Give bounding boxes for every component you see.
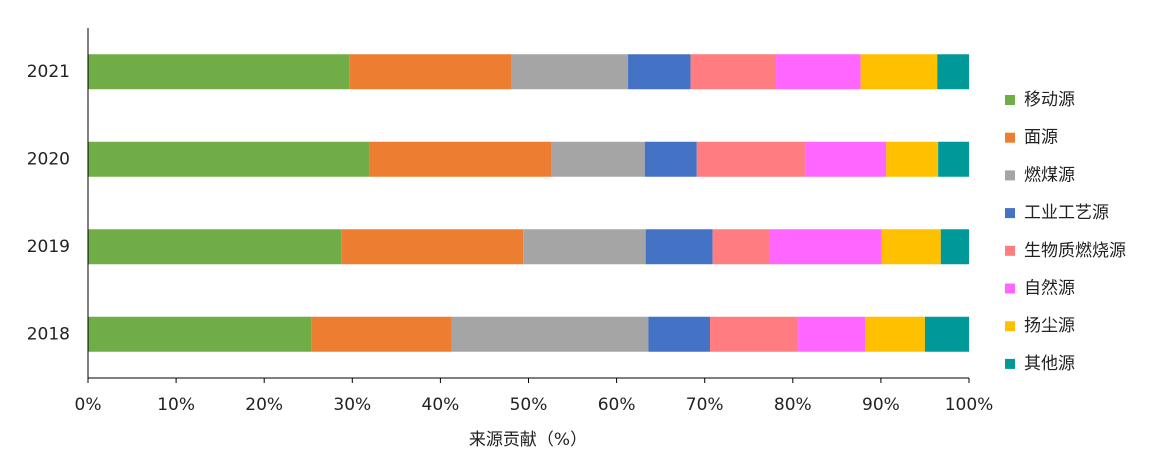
legend-label: 生物质燃烧源 [1024, 241, 1126, 261]
bar-segment [88, 141, 370, 177]
y-tick-label: 2019 [27, 237, 70, 257]
bar-segment [776, 54, 861, 90]
bar-segment [769, 229, 882, 265]
legend-swatch [1005, 132, 1015, 143]
bar-segment [881, 229, 941, 265]
x-tick-label: 90% [862, 395, 900, 415]
bar-segment [937, 54, 969, 90]
y-tick-label: 2020 [27, 149, 70, 169]
bar-segment [644, 141, 697, 177]
legend-swatch [1005, 170, 1015, 181]
bar-segment [311, 316, 452, 352]
legend-label: 面源 [1024, 128, 1058, 148]
bar-segment [349, 54, 512, 90]
legend-label: 自然源 [1024, 279, 1075, 299]
bar-segment [805, 141, 887, 177]
legend-label: 工业工艺源 [1024, 203, 1109, 223]
bar-segment [690, 54, 777, 90]
x-axis-label: 来源贡献（%） [469, 430, 587, 450]
legend-swatch [1005, 245, 1015, 256]
x-tick-label: 50% [510, 395, 548, 415]
bar-segment [940, 229, 969, 265]
bar-segment [798, 316, 866, 352]
legend-swatch [1005, 208, 1015, 219]
y-tick-label: 2018 [27, 324, 70, 344]
x-tick-label: 100% [945, 395, 994, 415]
bar-segment [88, 316, 312, 352]
bar-segment [88, 229, 342, 265]
legend-label: 移动源 [1024, 90, 1075, 110]
bar-segment [709, 316, 799, 352]
bar-segment [369, 141, 552, 177]
bar-segment [551, 141, 645, 177]
x-tick-label: 30% [333, 395, 371, 415]
legend-label: 扬尘源 [1024, 316, 1075, 336]
x-tick-label: 80% [774, 395, 812, 415]
x-tick-label: 20% [245, 395, 283, 415]
y-tick-label: 2021 [27, 62, 70, 82]
legend-swatch [1005, 358, 1015, 369]
bar-segment [523, 229, 646, 265]
x-tick-label: 0% [75, 395, 102, 415]
bar-segment [712, 229, 770, 265]
bar-segment [341, 229, 524, 265]
bar-segment [938, 141, 969, 177]
bar-segment [645, 229, 713, 265]
bar-segment [860, 54, 938, 90]
bar-segment [865, 316, 925, 352]
x-tick-label: 60% [598, 395, 636, 415]
bar-segment [924, 316, 969, 352]
legend-label: 其他源 [1024, 354, 1075, 374]
bar-segment [451, 316, 649, 352]
bar-segment [88, 54, 350, 90]
legend-swatch [1005, 95, 1015, 105]
legend-label: 燃煤源 [1024, 165, 1075, 185]
bar-segment [696, 141, 806, 177]
x-tick-label: 10% [157, 395, 195, 415]
legend-swatch [1005, 321, 1015, 332]
x-tick-label: 70% [686, 395, 724, 415]
bar-segment [511, 54, 629, 90]
x-tick-label: 40% [422, 395, 460, 415]
bar-segment [628, 54, 691, 90]
bar-segment [886, 141, 939, 177]
bar-segment [648, 316, 710, 352]
legend-swatch [1005, 283, 1015, 294]
